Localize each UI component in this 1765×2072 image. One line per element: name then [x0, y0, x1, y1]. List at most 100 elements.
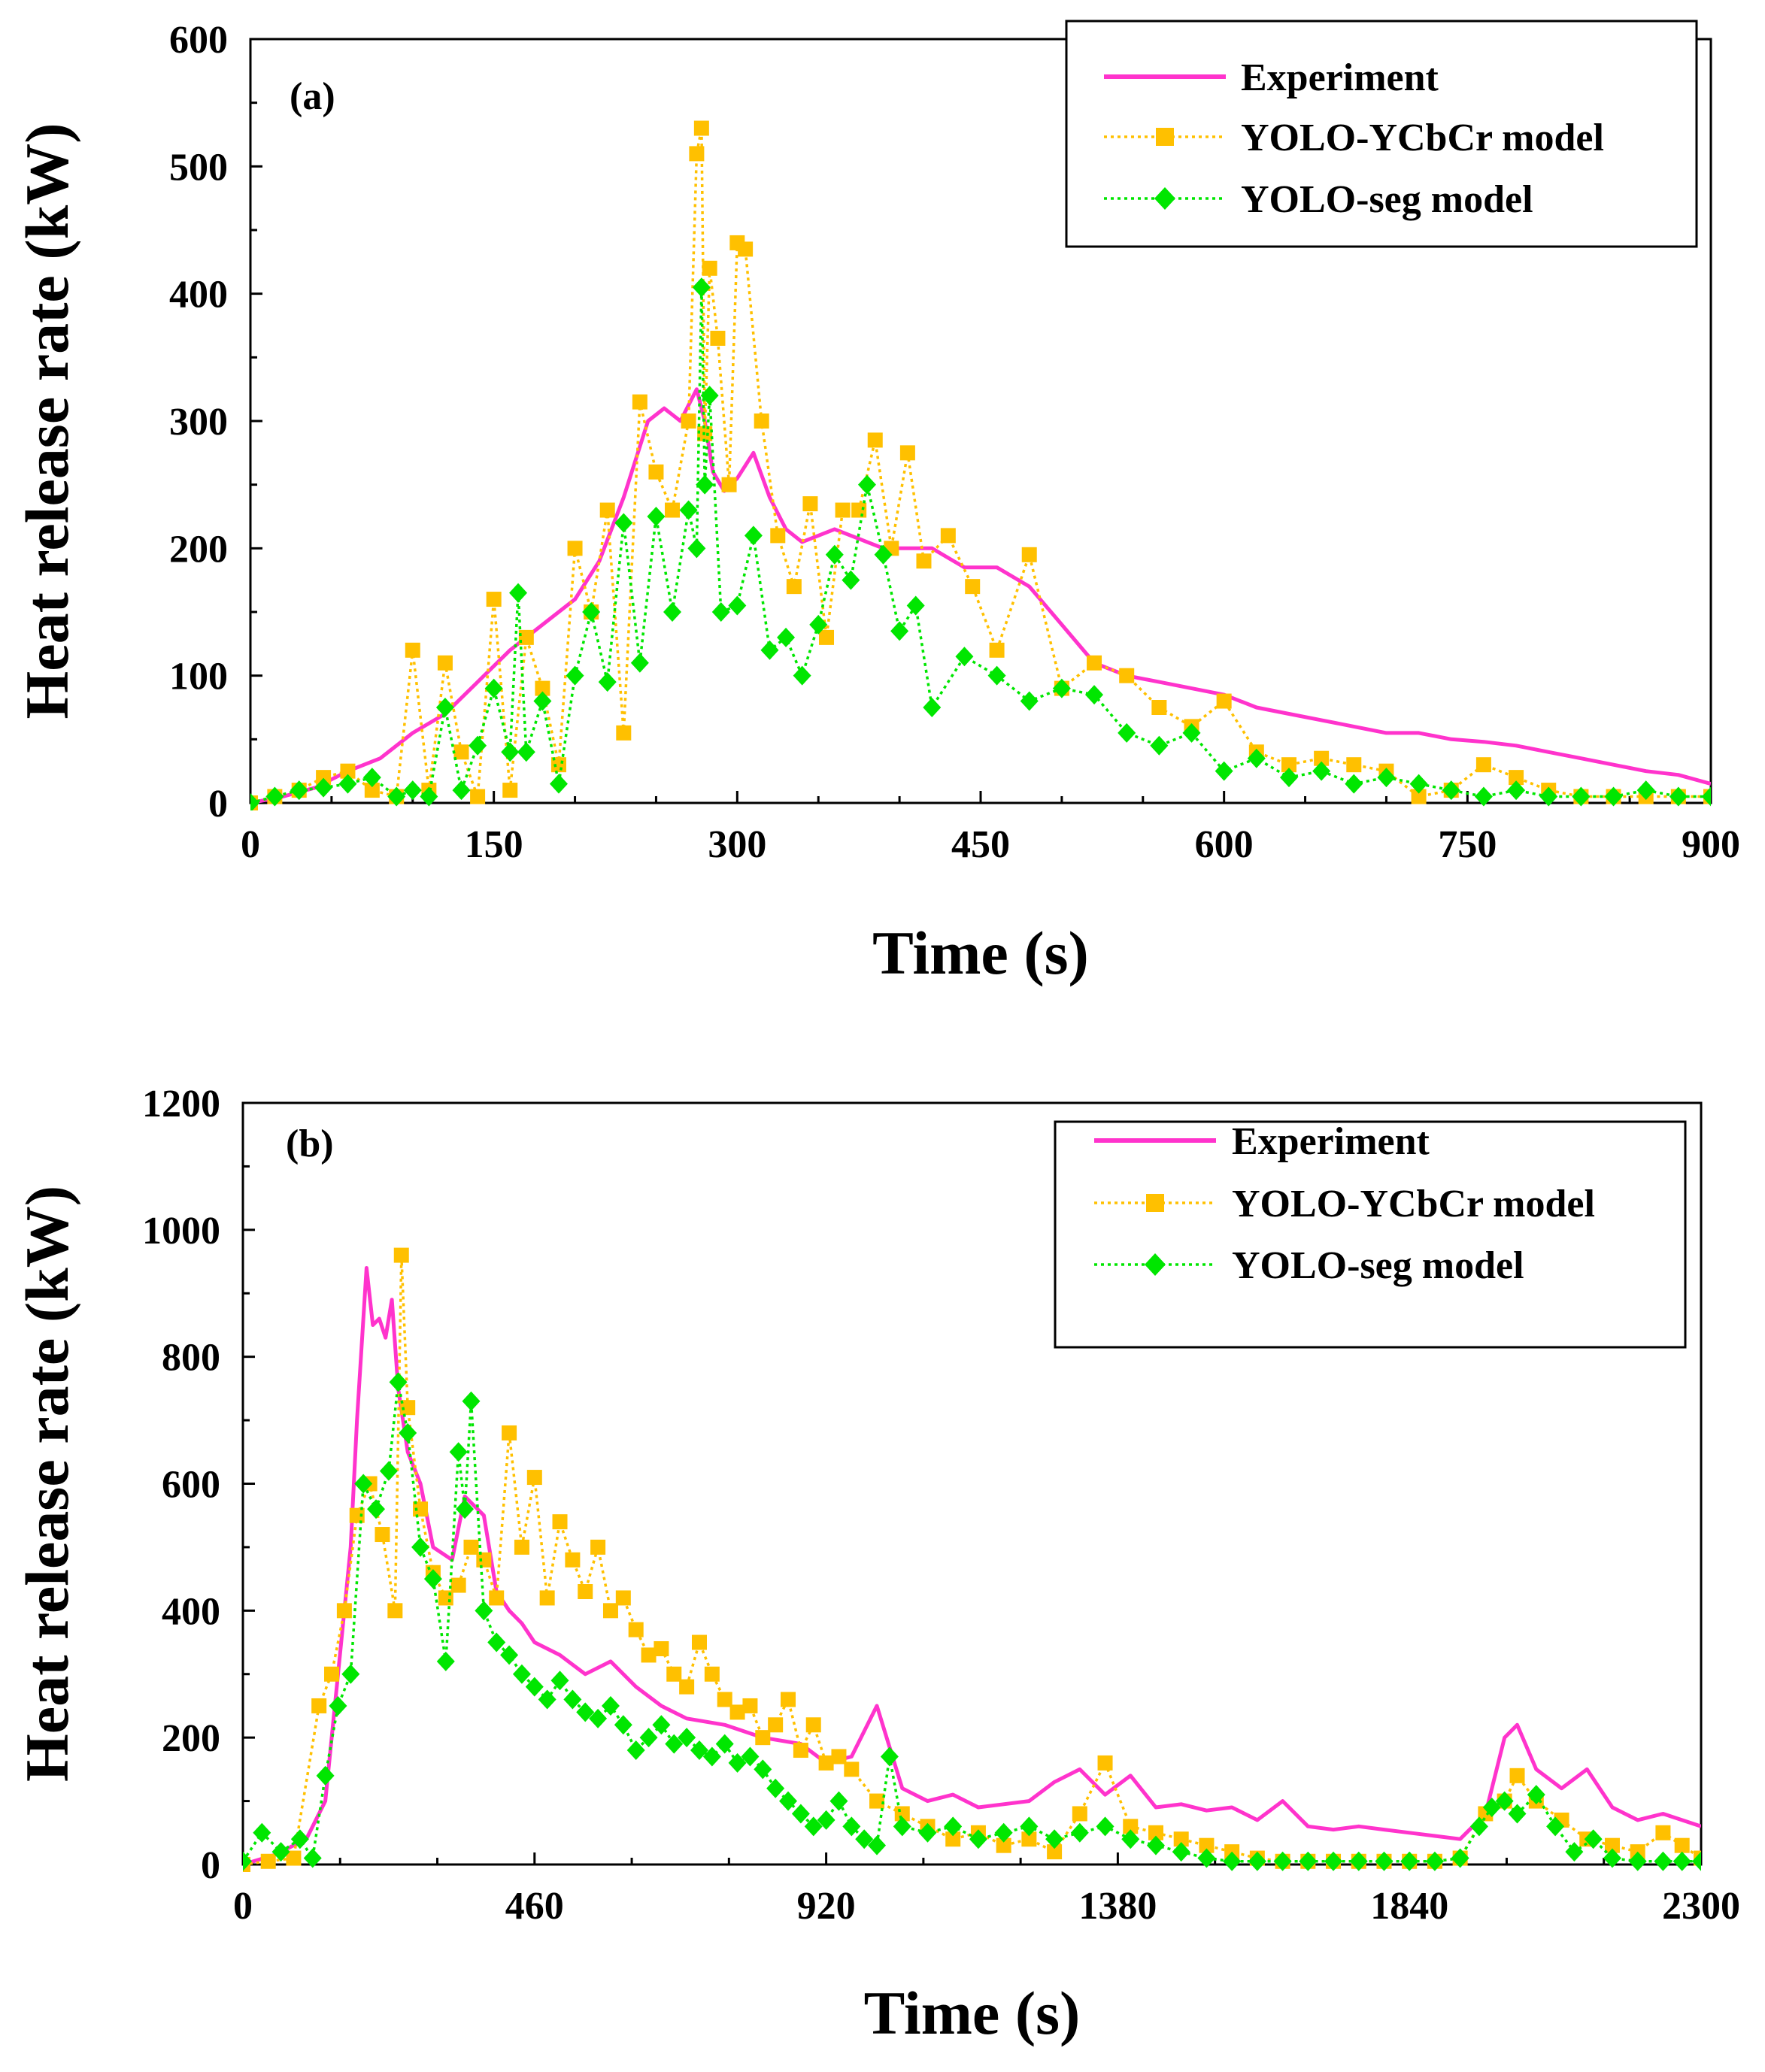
- y-tick-label: 600: [169, 19, 228, 62]
- data-point-diamond: [1572, 786, 1591, 807]
- data-point-square: [802, 496, 818, 512]
- data-point-diamond: [525, 1677, 544, 1697]
- data-point-square: [916, 553, 932, 569]
- data-point-square: [996, 1837, 1011, 1853]
- data-point-diamond: [728, 595, 747, 616]
- data-point-diamond: [893, 1816, 911, 1837]
- data-point-square: [754, 413, 769, 429]
- data-point-diamond: [1299, 1851, 1318, 1871]
- data-point-diamond: [614, 513, 633, 533]
- data-point-diamond: [918, 1822, 937, 1843]
- x-tick-label: 600: [1195, 823, 1254, 866]
- data-point-square: [1097, 1755, 1113, 1771]
- data-point-diamond: [1400, 1851, 1419, 1871]
- data-point-square: [704, 1666, 720, 1682]
- data-point-square: [486, 592, 502, 607]
- data-point-square: [1346, 757, 1362, 773]
- data-point-square: [805, 1717, 821, 1733]
- data-point-square: [602, 1603, 618, 1619]
- data-point-diamond: [589, 1708, 608, 1728]
- y-axis-title: Heat release rate (kW): [13, 1186, 81, 1782]
- data-point-diamond: [639, 1728, 658, 1748]
- data-point-diamond: [809, 614, 828, 635]
- data-point-diamond: [1020, 691, 1039, 711]
- data-point-diamond: [1482, 1798, 1501, 1818]
- data-point-square: [502, 1425, 517, 1440]
- data-point-diamond: [387, 786, 406, 807]
- series-line: [250, 287, 1711, 804]
- data-point-diamond: [1495, 1791, 1514, 1811]
- data-point-diamond: [566, 665, 584, 686]
- data-point-diamond: [955, 647, 974, 667]
- data-point-diamond: [1375, 1851, 1394, 1871]
- data-point-diamond: [1584, 1829, 1603, 1849]
- legend-label: YOLO-seg model: [1232, 1244, 1524, 1287]
- data-point-diamond: [728, 1752, 747, 1773]
- data-point-square: [311, 1698, 327, 1713]
- data-point-diamond: [362, 768, 381, 788]
- data-point-diamond: [855, 1829, 874, 1849]
- data-point-diamond: [500, 1645, 519, 1665]
- data-point-square: [989, 642, 1005, 658]
- data-point-diamond: [829, 1791, 848, 1811]
- data-point-square: [786, 579, 802, 595]
- data-point-square: [1151, 700, 1167, 715]
- data-point-diamond: [868, 1835, 887, 1855]
- data-point-square: [641, 1647, 657, 1663]
- legend-entry: YOLO-seg model: [1094, 1244, 1524, 1287]
- data-point-diamond: [549, 774, 568, 794]
- data-point-diamond: [777, 627, 796, 647]
- data-point-square: [899, 445, 915, 461]
- data-point-square: [654, 1640, 669, 1656]
- data-point-square: [535, 680, 550, 696]
- data-point-diamond: [314, 777, 333, 798]
- panel-label: (b): [286, 1122, 334, 1165]
- data-point-diamond: [399, 1422, 417, 1443]
- data-point-diamond: [452, 780, 471, 801]
- data-point-square: [349, 1507, 365, 1523]
- data-point-square: [1216, 693, 1232, 709]
- y-tick-label: 200: [162, 1717, 220, 1760]
- data-point-diamond: [1527, 1785, 1545, 1805]
- data-point-square: [453, 744, 469, 760]
- data-point-square: [1072, 1806, 1087, 1822]
- data-point-diamond: [501, 742, 520, 762]
- data-point-diamond: [469, 735, 487, 756]
- data-point-square: [867, 432, 883, 448]
- data-point-diamond: [700, 386, 719, 406]
- data-point-diamond: [715, 1734, 734, 1754]
- data-point-square: [819, 629, 835, 645]
- data-point-square: [502, 783, 518, 798]
- data-point-square: [1087, 655, 1102, 671]
- data-point-diamond: [1052, 678, 1071, 698]
- data-point-diamond: [754, 1759, 772, 1780]
- data-point-square: [770, 528, 786, 544]
- data-point-square: [615, 1590, 631, 1606]
- data-point-diamond: [576, 1702, 595, 1722]
- data-point-diamond: [290, 1829, 309, 1849]
- data-point-diamond: [1121, 1829, 1140, 1849]
- data-point-diamond: [1474, 786, 1493, 807]
- data-point-square: [260, 1853, 276, 1869]
- data-point-diamond: [825, 544, 844, 565]
- data-point-diamond: [303, 1848, 322, 1868]
- data-point-diamond: [969, 1829, 987, 1849]
- data-point-square: [1314, 750, 1330, 766]
- data-point-square: [1509, 1768, 1525, 1783]
- data-point-diamond: [687, 538, 706, 559]
- x-axis-title: Time (s): [864, 1979, 1081, 2047]
- data-point-diamond: [1654, 1851, 1673, 1871]
- data-point-diamond: [533, 691, 552, 711]
- data-point-square: [835, 502, 851, 518]
- data-point-diamond: [702, 1746, 721, 1767]
- data-point-diamond: [1247, 748, 1266, 768]
- data-point-diamond: [614, 1715, 632, 1735]
- data-point-square: [599, 502, 615, 518]
- data-point-diamond: [1045, 1829, 1064, 1849]
- data-point-diamond: [379, 1461, 398, 1481]
- data-point-diamond: [944, 1816, 963, 1837]
- data-point-diamond: [791, 1804, 810, 1824]
- data-point-square: [400, 1400, 416, 1416]
- legend: Experiment YOLO-YCbCr model YOLO-seg model: [1065, 20, 1698, 248]
- data-point-diamond: [1096, 1816, 1114, 1837]
